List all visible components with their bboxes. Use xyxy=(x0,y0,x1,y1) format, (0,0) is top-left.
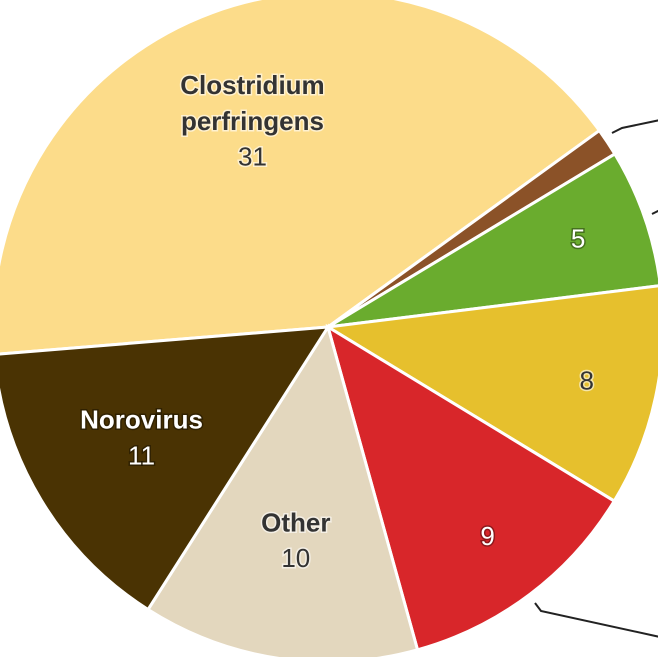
slice xyxy=(145,323,420,657)
value-label: 10 xyxy=(281,543,310,573)
label-line: Clostridium xyxy=(180,70,324,100)
value-label: 11 xyxy=(128,440,155,470)
labels: Clostridium perfringens 31 5 8 9 Other 10 Norovi… xyxy=(79,68,596,575)
slice xyxy=(0,325,331,612)
leader-lines xyxy=(534,119,658,638)
value-label: 5 xyxy=(571,223,585,253)
slice-label: Other xyxy=(261,507,330,537)
slice xyxy=(0,0,602,356)
label-line: Norovirus xyxy=(80,404,203,434)
value-label: 8 xyxy=(580,365,594,395)
leader-line xyxy=(611,119,658,134)
label-line: Other xyxy=(261,507,330,537)
slice xyxy=(325,323,617,652)
label-line: perfringens xyxy=(181,106,324,136)
slice-label: Clostridium perfringens xyxy=(180,70,324,136)
slice xyxy=(327,151,658,329)
value-label: 9 xyxy=(480,521,494,551)
leader-line xyxy=(534,602,658,638)
slice xyxy=(323,284,658,504)
leader-line xyxy=(651,209,658,215)
value-label: 31 xyxy=(238,142,267,172)
slice-label: Norovirus xyxy=(80,404,203,434)
